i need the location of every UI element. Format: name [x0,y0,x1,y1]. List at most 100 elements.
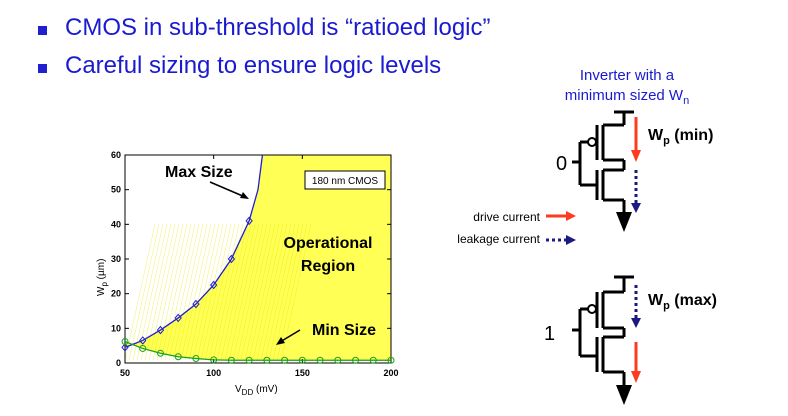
max-size-point [121,343,129,352]
min-size-point [298,356,306,364]
min-size-point [192,354,200,362]
max-size-arrowhead [240,192,249,199]
y-tick-label: 20 [111,289,121,299]
max-size-point [245,216,253,226]
bottom-ground-arrow-icon [616,385,632,405]
operational-region [125,155,391,361]
region-hatch-line [180,224,212,361]
min-size-point [369,356,377,364]
region-hatch-line [168,224,200,361]
leakage-legend-arrow-head [566,235,576,245]
min-size-point [210,356,218,364]
plot-frame [124,154,392,364]
region-hatch-line [236,224,268,361]
max-size-point [139,336,147,345]
region-annotation-line2: Region [301,258,355,275]
top-input-label: 0 [556,153,567,175]
min-size-point [352,356,360,364]
region-hatch-line [220,224,252,361]
bullet-text: CMOS in sub-threshold is “ratioed logic” [65,14,491,41]
process-label-box [304,170,386,190]
bottom-input-label: 1 [544,323,555,345]
top-wp-label: Wp (min) [648,127,713,147]
region-hatch-line [256,224,288,361]
x-tick-label: 200 [383,368,398,378]
region-hatch-line [216,224,248,361]
min-size-point [227,356,235,364]
tick-labels: 50 100 150 200 0 10 20 30 40 50 60 [111,150,399,378]
region-hatch-line [248,224,280,361]
region-hatch-line [148,224,180,361]
region-hatch-line [228,224,260,361]
region-hatch-line [252,224,284,361]
min-size-point [263,356,271,364]
min-size-point [387,356,395,364]
bottom-pmos-bubble [587,304,597,314]
min-size-point [174,353,182,361]
y-tick-label: 50 [111,185,121,195]
drive-legend-arrow-head [566,211,576,221]
y-tick-label: 10 [111,323,121,333]
region-hatch-line [188,224,220,361]
region-hatch-line [260,224,292,361]
y-axis-label: Wp (µm) [96,259,109,296]
max-size-point [174,313,182,323]
region-hatch-line [144,224,176,361]
region-hatch-line [268,224,300,361]
max-size-annotation: Max Size [165,164,233,181]
top-drive-arrow-head [631,150,641,162]
max-size-point [227,254,236,264]
y-tick-label: 60 [111,150,121,160]
region-hatch-line [212,224,244,361]
y-tick-label: 40 [111,219,121,229]
top-pmos-bubble [587,137,597,147]
region-hatch-line [132,224,164,361]
drive-current-label: drive current [473,210,540,224]
region-hatch-line [264,224,296,361]
region-hatch-line [125,224,156,361]
marker-layer [121,216,395,364]
region-hatch-line [172,224,204,361]
inverter-title-line2: minimum sized Wn [565,87,689,107]
y-tick-label: 30 [111,254,121,264]
max-size-arrow [209,181,246,198]
bottom-wp-label: Wp (max) [648,292,717,312]
region-hatch-line [160,224,192,361]
max-size-point [210,280,218,290]
min-size-point [139,344,147,352]
y-tick-label: 0 [116,358,121,368]
bullet-square-icon [38,64,47,73]
inverter-title-line1: Inverter with a [580,67,675,84]
min-size-point [121,338,129,346]
bottom-drive-arrow-head [631,371,641,383]
region-hatch-line [164,224,196,361]
min-size-point [316,356,324,364]
max-size-line [125,155,264,349]
top-leak-arrow-head [631,203,641,213]
max-size-point [192,299,200,309]
x-tick-label: 100 [206,368,221,378]
min-size-point [245,356,253,364]
region-hatch-line [184,224,216,361]
region-hatch-line [272,224,304,361]
region-hatch-line [204,224,236,361]
min-size-annotation: Min Size [312,322,376,339]
top-inverter-schematic [572,110,634,212]
region-hatch-line [244,224,276,361]
min-size-arrowhead [276,337,285,345]
region-hatch-line [240,224,272,361]
min-size-point [334,356,342,364]
leakage-current-label: leakage current [457,232,540,246]
region-hatch-line [196,224,228,361]
region-hatch-line [200,224,232,361]
region-hatch-line [192,224,224,361]
region-hatch-line [140,224,172,361]
bottom-leak-arrow-head [631,318,641,328]
bullet-square-icon [38,26,47,35]
series-layer [125,155,391,361]
process-label: 180 nm CMOS [312,176,378,187]
region-hatch-line [152,224,184,361]
region-hatch-line [232,224,264,361]
bottom-inverter-schematic [572,275,634,385]
